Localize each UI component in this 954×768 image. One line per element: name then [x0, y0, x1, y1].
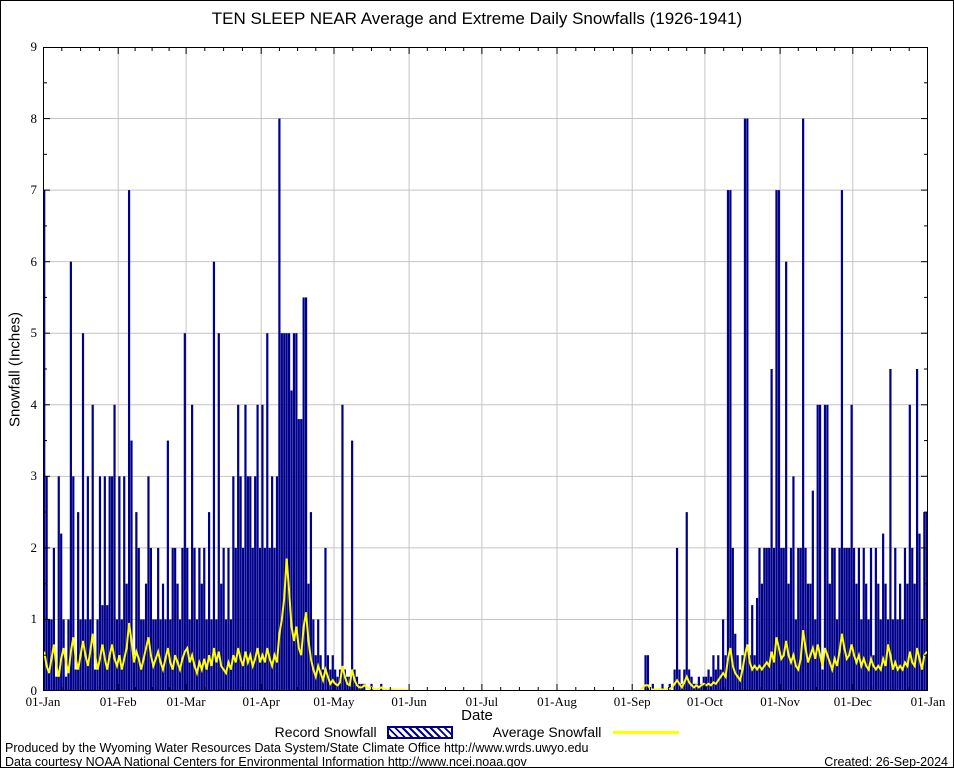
legend: Record Snowfall Average Snowfall [1, 724, 953, 740]
y-tick-label: 5 [30, 325, 38, 341]
x-tick-label: 01-Feb [99, 694, 137, 709]
y-tick-label: 9 [30, 39, 38, 54]
x-tick-label: 01-Sep [613, 694, 651, 709]
y-tick-label: 7 [30, 182, 38, 198]
legend-record-swatch [386, 725, 453, 739]
chart-title: TEN SLEEP NEAR Average and Extreme Daily… [211, 9, 743, 28]
x-axis-title: Date [461, 707, 493, 724]
average-snowfall-line [43, 558, 928, 691]
legend-record-label: Record Snowfall [274, 724, 377, 740]
plot-area [43, 47, 928, 691]
y-tick-label: 1 [30, 611, 38, 627]
y-tick-label: 2 [30, 539, 38, 555]
plot-svg [43, 47, 928, 691]
x-tick-label: 01-Apr [242, 694, 280, 709]
y-tick-label: 3 [30, 468, 38, 484]
footer-produced-by: Produced by the Wyoming Water Resources … [5, 741, 589, 755]
x-tick-label: 01-Jul [465, 694, 499, 709]
x-tick-label: 01-Nov [760, 694, 800, 709]
x-tick-label: 01-Jan [25, 694, 61, 709]
x-tick-label: 01-Jun [391, 694, 427, 709]
y-tick-label: 4 [30, 396, 38, 412]
x-tick-label: 01-Aug [537, 694, 577, 709]
x-tick-label: 01-Oct [686, 694, 723, 709]
x-tick-label: 01-Jan [910, 694, 946, 709]
legend-average-line-icon [613, 730, 680, 734]
x-tick-label: 01-Dec [833, 694, 872, 709]
legend-average-label: Average Snowfall [492, 724, 602, 740]
y-axis-title: Snowfall (Inches) [6, 311, 24, 427]
y-tick-label: 0 [30, 683, 38, 698]
record-snowfall-bars [43, 118, 928, 691]
y-tick-label: 8 [30, 110, 38, 126]
created-date: Created: 26-Sep-2024 [824, 755, 948, 768]
y-tick-label: 6 [30, 253, 38, 269]
x-tick-label: 01-May [313, 694, 355, 709]
x-tick-label: 01-Mar [166, 694, 206, 709]
footer-data-courtesy: Data courtesy NOAA National Centers for … [5, 755, 527, 768]
